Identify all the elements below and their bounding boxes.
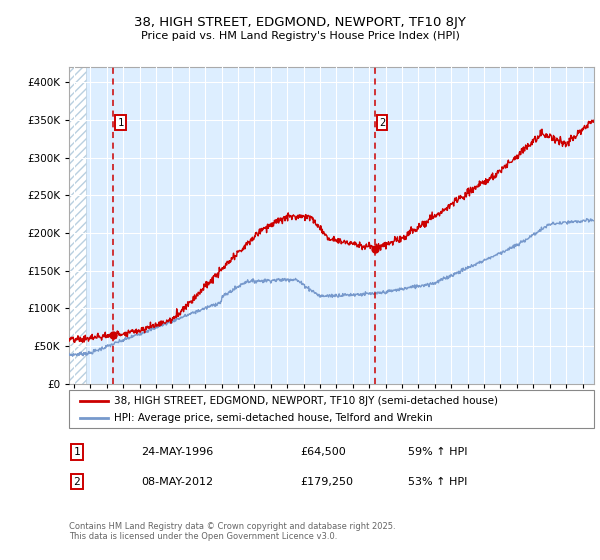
Text: 1: 1 (73, 447, 80, 457)
Bar (69, 67, 86, 384)
Text: 53% ↑ HPI: 53% ↑ HPI (408, 477, 467, 487)
Text: 2: 2 (379, 118, 385, 128)
Text: 2: 2 (73, 477, 80, 487)
Text: £64,500: £64,500 (300, 447, 346, 457)
Text: Contains HM Land Registry data © Crown copyright and database right 2025.
This d: Contains HM Land Registry data © Crown c… (69, 522, 395, 542)
Text: £179,250: £179,250 (300, 477, 353, 487)
Text: 38, HIGH STREET, EDGMOND, NEWPORT, TF10 8JY: 38, HIGH STREET, EDGMOND, NEWPORT, TF10 … (134, 16, 466, 29)
Text: 38, HIGH STREET, EDGMOND, NEWPORT, TF10 8JY (semi-detached house): 38, HIGH STREET, EDGMOND, NEWPORT, TF10 … (113, 395, 497, 405)
FancyBboxPatch shape (69, 390, 594, 428)
Text: HPI: Average price, semi-detached house, Telford and Wrekin: HPI: Average price, semi-detached house,… (113, 413, 432, 423)
Text: 08-MAY-2012: 08-MAY-2012 (141, 477, 213, 487)
Text: 59% ↑ HPI: 59% ↑ HPI (408, 447, 467, 457)
Text: Price paid vs. HM Land Registry's House Price Index (HPI): Price paid vs. HM Land Registry's House … (140, 31, 460, 41)
Text: 1: 1 (117, 118, 124, 128)
Text: 24-MAY-1996: 24-MAY-1996 (141, 447, 213, 457)
